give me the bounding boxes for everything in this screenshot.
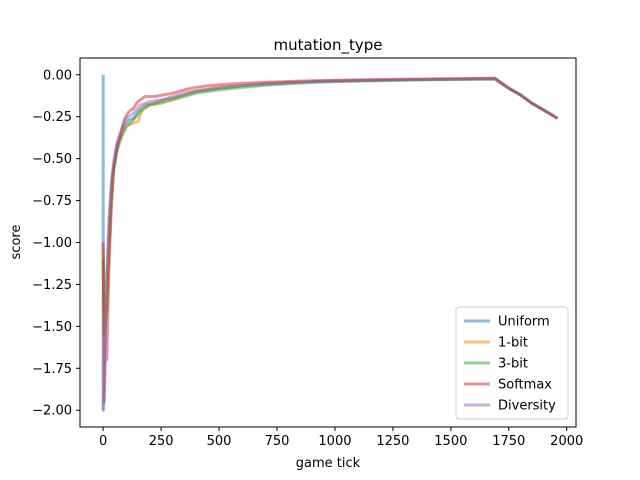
- chart-title: mutation_type: [274, 36, 383, 55]
- legend: Uniform 1-bit 3-bit Softmax Diversity: [455, 306, 569, 420]
- legend-box: [455, 306, 569, 420]
- x-axis-label: game tick: [296, 456, 361, 471]
- legend-label: Uniform: [498, 315, 550, 330]
- y-axis-label: score: [9, 225, 24, 260]
- y-tick-label: −1.75: [32, 362, 72, 377]
- legend-label: Diversity: [498, 399, 556, 414]
- legend-label: 1-bit: [498, 336, 528, 351]
- y-tick-label: −0.50: [32, 152, 72, 167]
- y-tick-label: −0.25: [32, 110, 72, 125]
- x-tick-label: 0: [99, 434, 107, 449]
- x-axis: 0 250 500 750 1000 1250 1500 1750 2000: [99, 427, 583, 449]
- y-tick-label: −1.25: [32, 278, 72, 293]
- series-line-diversity: [101, 77, 559, 411]
- x-tick-label: 750: [265, 434, 290, 449]
- x-tick-label: 1500: [434, 434, 467, 449]
- x-tick-label: 2000: [550, 434, 583, 449]
- series-layer: [101, 74, 559, 412]
- legend-label: Softmax: [498, 378, 552, 393]
- legend-label: 3-bit: [498, 357, 528, 372]
- y-tick-label: −1.50: [32, 320, 72, 335]
- x-tick-label: 1000: [318, 434, 351, 449]
- x-tick-label: 500: [207, 434, 232, 449]
- x-tick-label: 1750: [492, 434, 525, 449]
- y-tick-label: −1.00: [32, 236, 72, 251]
- y-tick-label: −2.00: [32, 404, 72, 419]
- y-tick-label: −0.75: [32, 194, 72, 209]
- y-tick-label: 0.00: [43, 68, 72, 83]
- x-tick-label: 1250: [376, 434, 409, 449]
- x-tick-label: 250: [149, 434, 174, 449]
- y-axis: 0.00 −0.25 −0.50 −0.75 −1.00 −1.25 −1.50 −1.75 −…: [32, 68, 80, 419]
